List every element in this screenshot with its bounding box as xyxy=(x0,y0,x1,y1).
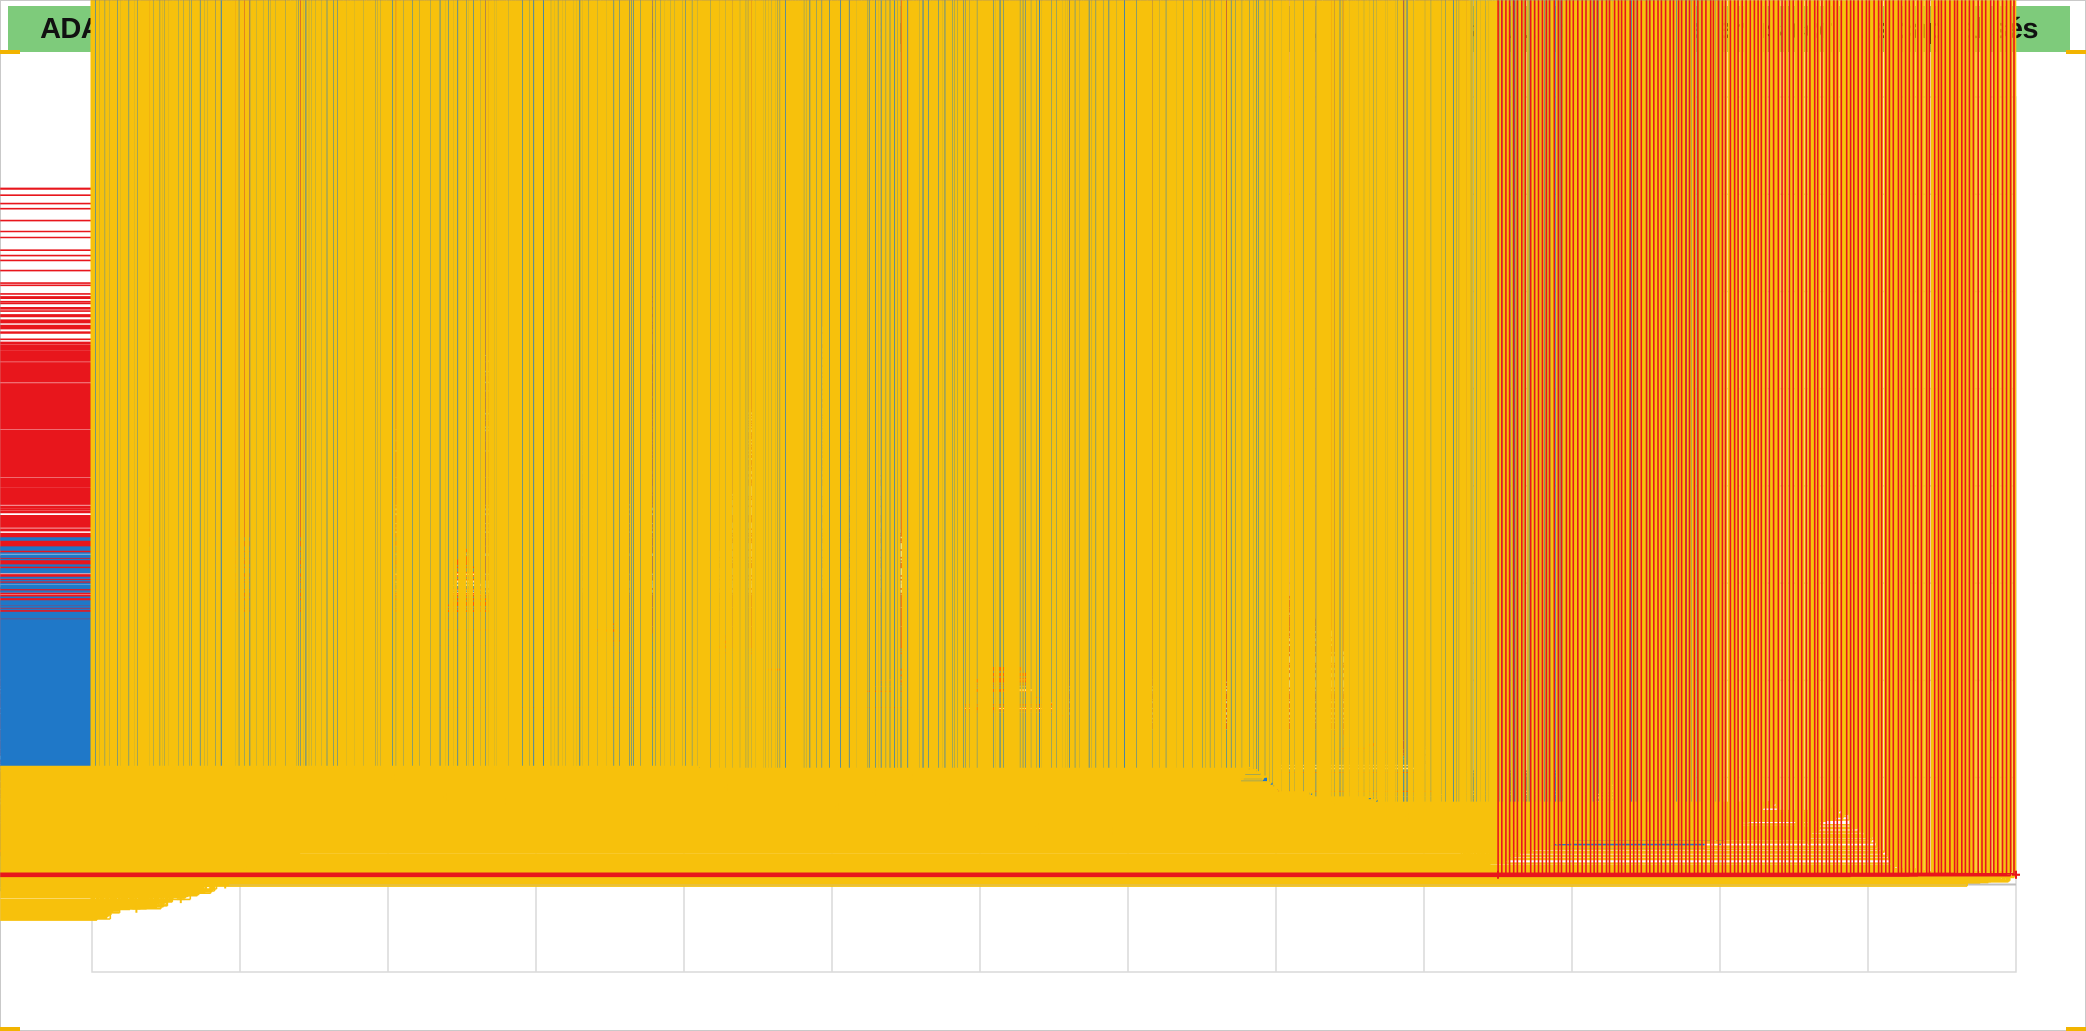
data-point xyxy=(132,904,141,913)
data-point xyxy=(805,797,814,806)
data-point xyxy=(502,797,511,806)
data-point xyxy=(1686,817,1695,826)
data-point xyxy=(1212,812,1221,821)
data-point xyxy=(1471,861,1480,870)
data-point xyxy=(472,783,481,792)
data-point xyxy=(1434,827,1443,836)
data-point xyxy=(287,856,296,865)
series-a10-flat- xyxy=(0,0,2020,879)
data-point xyxy=(835,802,844,811)
data-point xyxy=(1405,812,1414,821)
data-point xyxy=(1286,793,1295,801)
data-point xyxy=(221,880,230,889)
data-point xyxy=(2012,870,2020,879)
corner-accent-bottom-right xyxy=(2066,1027,2086,1031)
data-point xyxy=(1079,822,1088,831)
data-point xyxy=(1864,831,1872,840)
data-point xyxy=(1242,763,1251,772)
data-point xyxy=(1930,875,1939,884)
corner-accent-top-right xyxy=(2066,50,2086,54)
data-point xyxy=(990,831,999,840)
corner-accent-bottom-left xyxy=(0,1027,20,1031)
corner-accent-top-left xyxy=(0,50,20,54)
data-point xyxy=(724,783,733,792)
data-point xyxy=(1494,870,1502,879)
series-a04 xyxy=(0,0,2020,921)
data-point xyxy=(1375,802,1384,811)
data-point xyxy=(176,895,185,904)
data-point xyxy=(680,793,688,801)
data-point xyxy=(561,802,570,811)
data-point xyxy=(872,788,881,797)
data-point xyxy=(391,773,400,782)
data-point xyxy=(324,827,333,836)
data-point xyxy=(1175,797,1184,806)
data-point xyxy=(88,909,96,918)
data-point xyxy=(620,797,629,806)
data-point xyxy=(1138,812,1147,821)
data-point xyxy=(694,768,703,777)
data-point xyxy=(1035,822,1044,831)
data-point xyxy=(413,783,422,792)
data-point xyxy=(1331,797,1340,806)
data-point xyxy=(1109,827,1118,836)
data-point xyxy=(443,793,452,801)
data-point xyxy=(909,773,918,782)
data-point xyxy=(768,793,777,801)
data-point xyxy=(361,807,370,816)
data-point xyxy=(946,797,955,806)
